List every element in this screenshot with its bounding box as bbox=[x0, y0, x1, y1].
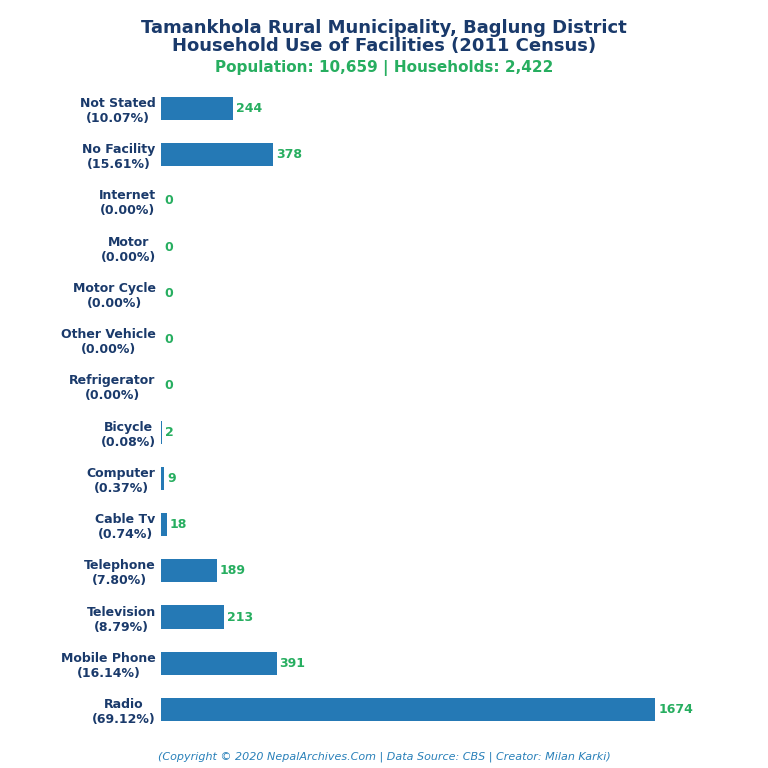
Text: 0: 0 bbox=[164, 333, 173, 346]
Text: 0: 0 bbox=[164, 240, 173, 253]
Text: 0: 0 bbox=[164, 379, 173, 392]
Text: 189: 189 bbox=[220, 564, 246, 578]
Text: 9: 9 bbox=[167, 472, 176, 485]
Text: (Copyright © 2020 NepalArchives.Com | Data Source: CBS | Creator: Milan Karki): (Copyright © 2020 NepalArchives.Com | Da… bbox=[157, 751, 611, 762]
Bar bbox=[161, 97, 233, 120]
Text: 213: 213 bbox=[227, 611, 253, 624]
Bar bbox=[161, 605, 224, 629]
Text: 244: 244 bbox=[237, 102, 263, 115]
Bar bbox=[161, 652, 276, 675]
Text: 378: 378 bbox=[276, 148, 302, 161]
Text: 0: 0 bbox=[164, 194, 173, 207]
Text: 0: 0 bbox=[164, 287, 173, 300]
Text: 1674: 1674 bbox=[658, 703, 693, 716]
Bar bbox=[161, 467, 164, 490]
Text: Tamankhola Rural Municipality, Baglung District: Tamankhola Rural Municipality, Baglung D… bbox=[141, 19, 627, 37]
Text: 18: 18 bbox=[170, 518, 187, 531]
Bar bbox=[161, 698, 655, 721]
Bar bbox=[161, 559, 217, 582]
Bar bbox=[161, 143, 273, 166]
Bar bbox=[161, 513, 167, 536]
Text: Household Use of Facilities (2011 Census): Household Use of Facilities (2011 Census… bbox=[172, 37, 596, 55]
Text: Population: 10,659 | Households: 2,422: Population: 10,659 | Households: 2,422 bbox=[215, 60, 553, 76]
Text: 391: 391 bbox=[280, 657, 306, 670]
Text: 2: 2 bbox=[165, 425, 174, 439]
